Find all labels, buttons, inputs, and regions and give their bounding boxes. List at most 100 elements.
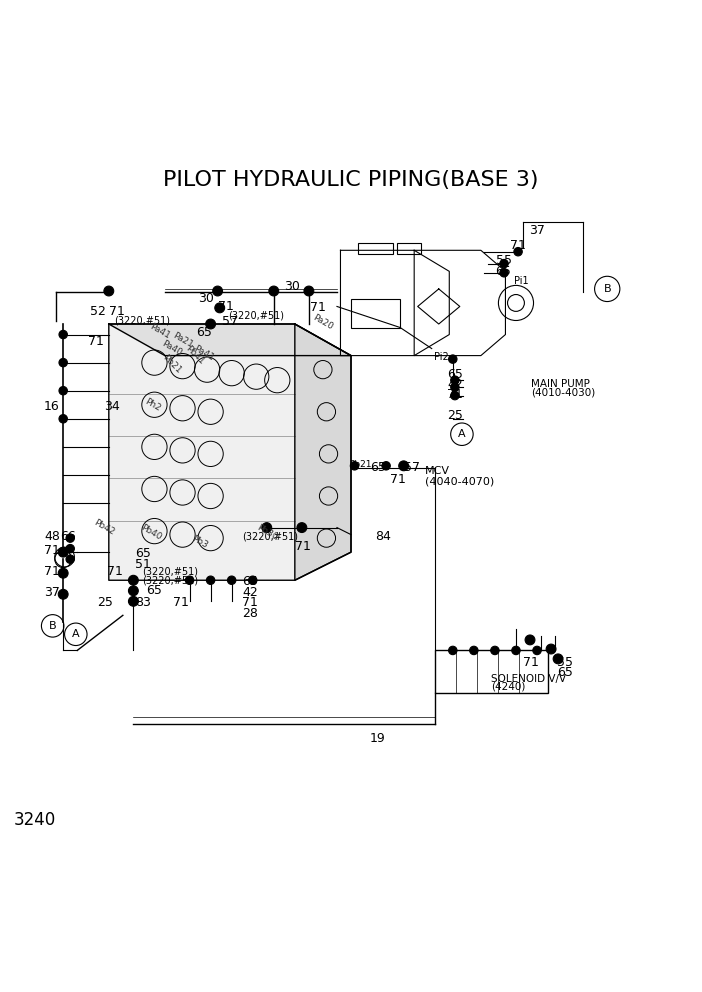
Circle shape [451, 392, 459, 400]
Circle shape [546, 644, 556, 654]
Circle shape [514, 247, 522, 256]
Text: (3220,#51): (3220,#51) [228, 310, 284, 320]
Text: Pa41: Pa41 [192, 344, 216, 363]
Text: Pb40: Pb40 [139, 523, 163, 542]
Text: 42: 42 [447, 378, 463, 391]
Text: 71: 71 [310, 302, 326, 314]
Text: PILOT HYDRAULIC PIPING(BASE 3): PILOT HYDRAULIC PIPING(BASE 3) [164, 170, 538, 189]
Text: 65: 65 [496, 265, 512, 278]
Text: 71: 71 [218, 300, 234, 312]
Text: 48: 48 [44, 530, 60, 543]
Circle shape [249, 576, 257, 584]
Text: 30: 30 [284, 281, 300, 294]
Circle shape [59, 387, 67, 395]
Text: Pi1: Pi1 [514, 276, 529, 286]
Circle shape [500, 269, 508, 277]
Text: 37: 37 [529, 224, 545, 237]
Text: 57: 57 [404, 461, 420, 474]
Text: 65: 65 [146, 584, 162, 597]
Bar [435, 651, 548, 692]
Text: 71: 71 [107, 564, 124, 577]
Bar [358, 243, 393, 254]
Circle shape [58, 548, 68, 558]
Text: 19: 19 [370, 732, 385, 745]
Text: 55: 55 [557, 656, 573, 669]
Text: 57: 57 [222, 315, 238, 328]
Circle shape [213, 286, 223, 296]
Text: 71: 71 [447, 388, 463, 401]
Text: Pi2: Pi2 [434, 352, 449, 362]
Text: 83: 83 [135, 596, 152, 609]
Text: SOLENOID V/V: SOLENOID V/V [491, 674, 567, 683]
Text: 71: 71 [390, 472, 406, 486]
Circle shape [227, 576, 236, 584]
Circle shape [185, 576, 194, 584]
Text: 34: 34 [104, 401, 119, 414]
Circle shape [525, 635, 535, 645]
Text: (3220,#52): (3220,#52) [143, 576, 199, 586]
Text: 71: 71 [88, 335, 105, 348]
Polygon shape [109, 324, 351, 355]
Text: Pb3: Pb3 [190, 534, 210, 550]
Text: Pb42: Pb42 [92, 518, 116, 537]
Text: 65: 65 [557, 666, 573, 679]
Text: 66: 66 [60, 530, 75, 543]
Circle shape [533, 646, 541, 655]
Circle shape [449, 646, 457, 655]
Text: B: B [49, 621, 56, 631]
Text: 16: 16 [44, 401, 59, 414]
Text: MAIN PUMP: MAIN PUMP [531, 379, 590, 389]
Text: Pa20: Pa20 [311, 312, 335, 331]
Text: Pb21: Pb21 [350, 460, 372, 469]
Text: MCV: MCV [425, 466, 450, 476]
Text: B: B [604, 284, 611, 294]
Circle shape [451, 376, 459, 384]
Text: 37: 37 [44, 585, 60, 599]
Text: 28: 28 [242, 607, 258, 620]
Circle shape [512, 646, 520, 655]
Text: 71: 71 [109, 305, 125, 317]
Circle shape [304, 286, 314, 296]
Bar [351, 300, 400, 327]
Text: 25: 25 [97, 596, 113, 609]
Circle shape [128, 586, 138, 595]
Text: 30: 30 [198, 292, 214, 305]
Text: 71: 71 [242, 596, 258, 609]
Circle shape [262, 523, 272, 533]
Polygon shape [109, 324, 351, 580]
Circle shape [215, 303, 225, 312]
Text: 84: 84 [376, 530, 392, 544]
Circle shape [206, 576, 215, 584]
Circle shape [66, 545, 74, 553]
Circle shape [350, 461, 359, 470]
Text: Pa21: Pa21 [171, 330, 194, 349]
Text: Pb30: Pb30 [255, 523, 279, 542]
Circle shape [59, 358, 67, 367]
Circle shape [491, 646, 499, 655]
Text: (4010-4030): (4010-4030) [531, 387, 595, 397]
Text: 42: 42 [242, 585, 258, 599]
Text: 51: 51 [135, 558, 152, 570]
Polygon shape [295, 324, 351, 580]
Circle shape [59, 415, 67, 423]
Circle shape [206, 319, 216, 329]
Text: 71: 71 [295, 540, 311, 554]
Text: 65: 65 [447, 368, 463, 381]
Circle shape [269, 286, 279, 296]
Circle shape [470, 646, 478, 655]
Circle shape [553, 654, 563, 664]
Circle shape [382, 461, 390, 470]
Text: 71: 71 [44, 544, 60, 557]
Text: 71: 71 [510, 239, 526, 252]
Circle shape [399, 461, 409, 471]
Circle shape [297, 523, 307, 533]
Text: A: A [72, 629, 79, 639]
Circle shape [128, 575, 138, 585]
Text: A: A [458, 430, 465, 439]
Circle shape [58, 589, 68, 599]
Circle shape [66, 555, 74, 563]
Text: 55: 55 [496, 254, 512, 267]
Text: (4040-4070): (4040-4070) [425, 476, 494, 486]
Text: 71: 71 [173, 596, 189, 609]
Text: 52: 52 [90, 305, 106, 317]
